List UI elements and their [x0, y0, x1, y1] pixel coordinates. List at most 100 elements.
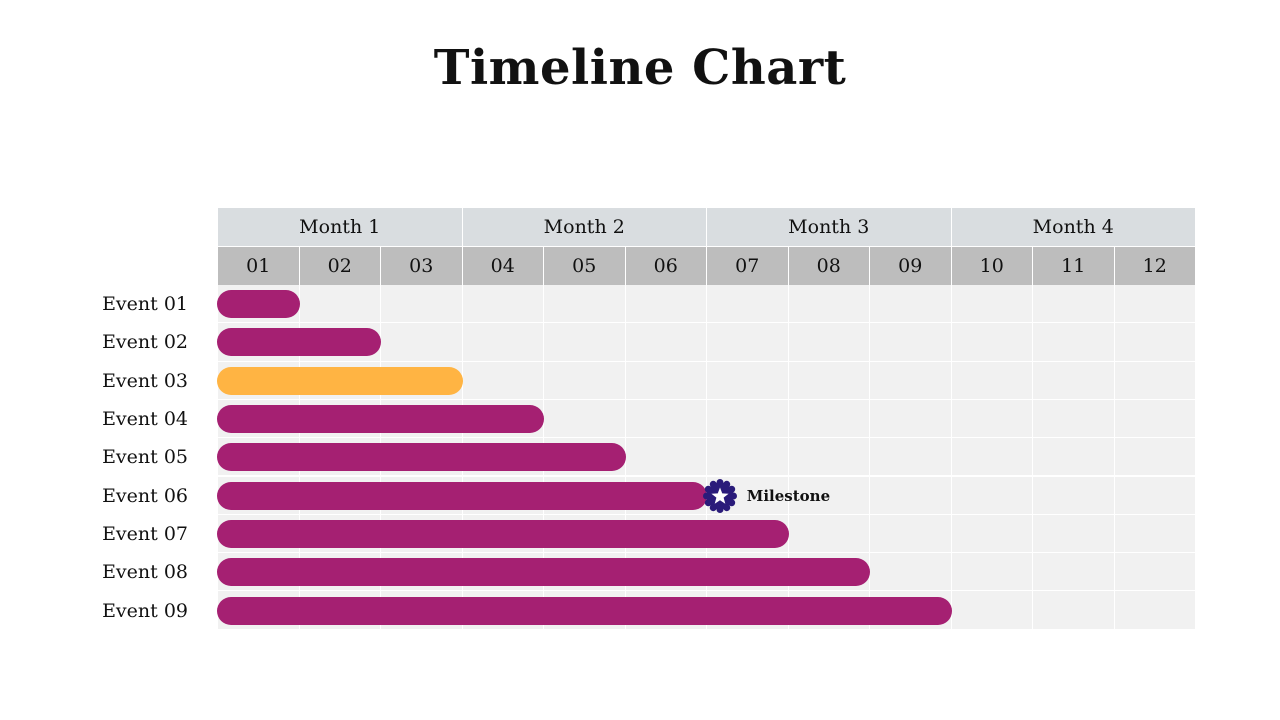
grid-cell [544, 361, 626, 400]
grid-cell [625, 399, 707, 439]
grid-cell [625, 285, 707, 324]
grid-cell [788, 399, 870, 439]
grid-cell [788, 476, 870, 515]
grid-cell [1114, 514, 1196, 554]
week-header: 09 [870, 247, 952, 285]
event-label: Event 06 [102, 484, 188, 507]
grid-cell [462, 285, 544, 324]
month-header: Month 3 [707, 208, 952, 246]
grid-cell [707, 438, 789, 477]
grid-cell [951, 476, 1033, 515]
grid-cell [1114, 399, 1196, 439]
grid-cell [707, 323, 789, 362]
grid-cell [707, 285, 789, 324]
grid-cell [788, 438, 870, 477]
grid-cell [299, 285, 381, 324]
grid-cell [870, 438, 952, 477]
grid-cell [951, 361, 1033, 400]
week-header: 10 [951, 247, 1033, 285]
week-header: 04 [462, 247, 544, 285]
grid-cell [1033, 514, 1115, 554]
grid-cell [1114, 553, 1196, 592]
chart-title: Timeline Chart [433, 40, 847, 96]
event-label: Event 07 [102, 522, 188, 545]
week-header: 02 [299, 247, 381, 285]
event-label: Event 03 [102, 369, 188, 392]
grid-cell [1033, 323, 1115, 362]
event-bar [217, 519, 789, 548]
grid-cell [870, 323, 952, 362]
grid-cell [1114, 438, 1196, 477]
grid-cell [1033, 285, 1115, 324]
grid-cell [870, 553, 952, 592]
milestone: Milestone [702, 478, 831, 513]
grid-cell [625, 323, 707, 362]
grid-cell [951, 285, 1033, 324]
grid-cell [1033, 476, 1115, 515]
grid-cell [870, 361, 952, 400]
week-header: 01 [218, 247, 300, 285]
milestone-label: Milestone [746, 486, 831, 505]
grid-cell [1114, 361, 1196, 400]
grid-cell [951, 323, 1033, 362]
grid-cell [788, 514, 870, 554]
month-header: Month 4 [951, 208, 1196, 246]
star-badge-icon [702, 478, 737, 513]
grid-cell [870, 399, 952, 439]
week-header: 12 [1114, 247, 1196, 285]
grid-cell [1033, 553, 1115, 592]
grid-cell [788, 361, 870, 400]
week-header: 06 [625, 247, 707, 285]
grid-cell [544, 399, 626, 439]
month-header: Month 1 [218, 208, 463, 246]
grid-cell [544, 323, 626, 362]
event-bar [217, 481, 707, 510]
grid-cell [707, 399, 789, 439]
grid-cell [462, 361, 544, 400]
week-header: 08 [788, 247, 870, 285]
month-header: Month 2 [462, 208, 707, 246]
grid-cell [951, 438, 1033, 477]
week-header: 07 [707, 247, 789, 285]
grid-cell [1033, 438, 1115, 477]
event-bar [217, 558, 870, 587]
grid-cell [1033, 361, 1115, 400]
grid-cell [1114, 591, 1196, 630]
week-header: 05 [544, 247, 626, 285]
week-header: 03 [381, 247, 463, 285]
grid-cell [951, 399, 1033, 439]
grid-cell [381, 285, 463, 324]
event-bar [217, 328, 381, 357]
grid-cell [870, 476, 952, 515]
grid-cell [1114, 476, 1196, 515]
grid-cell [870, 285, 952, 324]
grid-cell [625, 438, 707, 477]
grid-cell [1033, 591, 1115, 630]
event-label: Event 04 [102, 408, 188, 431]
grid-cell [788, 285, 870, 324]
event-label: Event 01 [102, 293, 188, 316]
event-bar [217, 443, 626, 472]
grid-cell [788, 323, 870, 362]
grid-cell [462, 323, 544, 362]
grid-cell [951, 591, 1033, 630]
week-header: 11 [1033, 247, 1115, 285]
event-bar [217, 290, 300, 319]
event-label: Event 02 [102, 331, 188, 354]
grid-cell [707, 361, 789, 400]
grid-cell [381, 323, 463, 362]
event-label: Event 09 [102, 599, 188, 622]
grid-cell [544, 285, 626, 324]
grid-cell [1033, 399, 1115, 439]
grid-cell [1114, 323, 1196, 362]
grid-cell [951, 514, 1033, 554]
grid-cell [951, 553, 1033, 592]
event-label: Event 05 [102, 446, 188, 469]
event-bar [217, 596, 952, 625]
event-bar [217, 405, 544, 434]
event-bar [217, 366, 463, 395]
grid-cell [625, 361, 707, 400]
grid-cell [1114, 285, 1196, 324]
event-label: Event 08 [102, 561, 188, 584]
